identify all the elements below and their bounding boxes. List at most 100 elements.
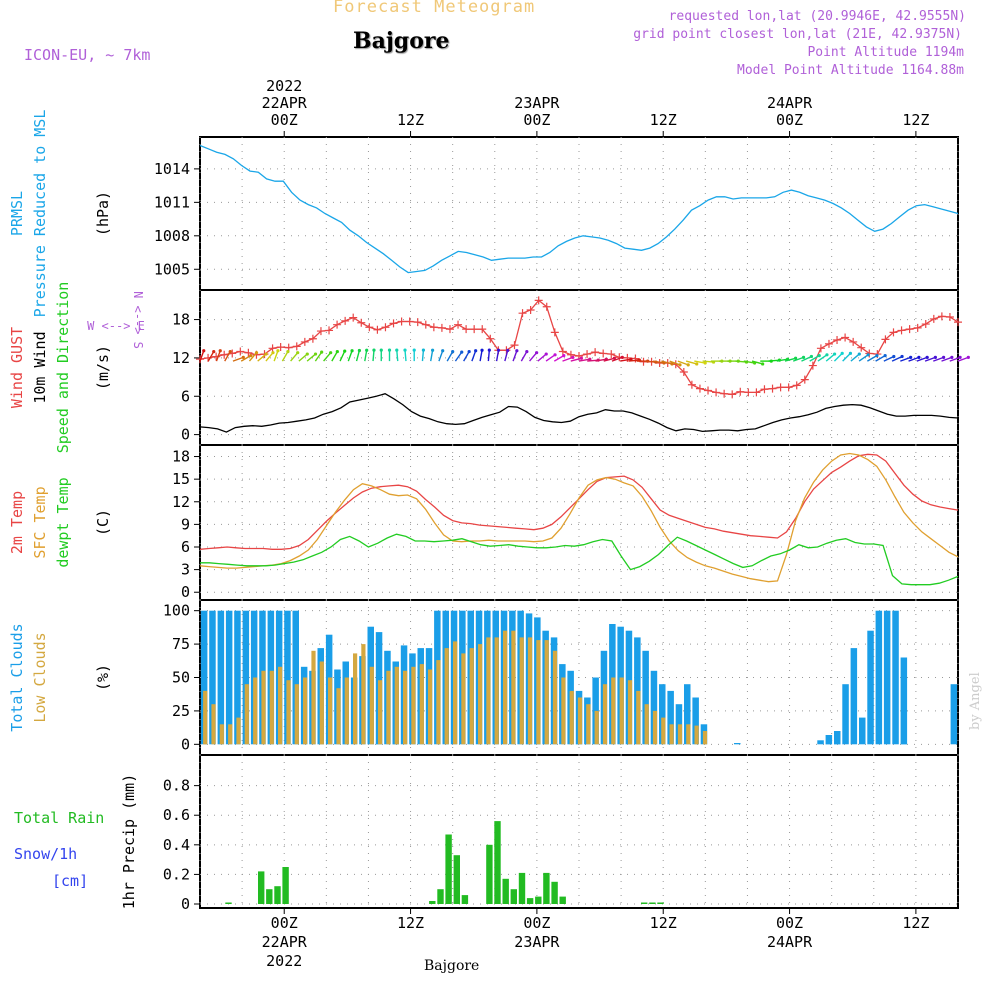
super-title: Forecast Meteogram <box>333 0 536 17</box>
bar-clouds-1 <box>311 650 316 745</box>
gust-marker <box>421 320 430 329</box>
wind-arrow-head <box>612 356 616 360</box>
wind-direction-arrow <box>273 350 279 362</box>
y-tick-label: 100 <box>163 602 190 620</box>
y-tick-label: 0 <box>181 583 190 601</box>
wind-arrow-head <box>421 348 426 352</box>
gust-marker <box>623 353 632 362</box>
wind-direction-arrow <box>396 350 399 362</box>
footer-location: Bajgore <box>424 958 480 974</box>
wind-arrow-head <box>387 348 392 352</box>
wind-arrow-head <box>343 349 347 353</box>
bar-precip-0 <box>429 901 436 904</box>
wind-direction-arrow <box>949 356 961 362</box>
wind-direction-arrow <box>495 350 500 362</box>
bar-clouds-1 <box>586 704 591 745</box>
wind-arrow-head <box>296 351 300 355</box>
wind-direction-arrow <box>512 350 518 362</box>
wind-arrow-head <box>892 354 896 359</box>
y-tick-label: 12 <box>172 349 190 367</box>
gust-marker <box>824 339 833 348</box>
wind-arrow-head <box>329 351 333 355</box>
wind-direction-arrow <box>199 350 205 362</box>
wind-arrow-head <box>900 354 904 359</box>
gust-marker <box>679 367 688 376</box>
top-time-label: 24APR <box>767 94 813 112</box>
panel-label-precip: Total Rain <box>14 809 104 827</box>
bar-clouds-0 <box>659 684 666 745</box>
series-line-temp-2 <box>200 533 959 586</box>
bar-clouds-0 <box>200 610 208 745</box>
bar-clouds-0 <box>234 610 241 745</box>
wind-arrow-head <box>966 355 970 359</box>
wind-arrow-head <box>202 349 206 353</box>
wind-direction-arrow <box>941 356 953 362</box>
bar-clouds-0 <box>883 610 891 745</box>
wind-direction-arrow <box>347 350 353 362</box>
bar-clouds-0 <box>867 630 874 745</box>
series-line-temp-1 <box>199 452 959 583</box>
y-tick-label: 1014 <box>154 160 190 178</box>
bottom-time-label: 12Z <box>650 914 677 932</box>
bottom-time-label: 2022 <box>266 952 302 970</box>
wind-arrow-head <box>761 362 765 366</box>
bar-clouds-1 <box>244 684 249 745</box>
gust-marker <box>631 354 640 363</box>
bar-clouds-1 <box>561 677 566 745</box>
gust-marker <box>913 323 922 332</box>
wind-direction-arrow <box>875 355 886 362</box>
wind-direction-arrow <box>446 351 454 362</box>
bar-clouds-0 <box>859 717 866 745</box>
wind-arrow-head <box>703 361 707 365</box>
gust-marker <box>792 381 801 390</box>
y-tick-label: 0.8 <box>163 777 190 795</box>
bar-clouds-1 <box>494 637 499 745</box>
wind-arrow-head <box>620 355 624 359</box>
wind-arrow-head <box>571 355 575 359</box>
wind-arrow-head <box>218 349 222 353</box>
bar-clouds-1 <box>319 661 324 745</box>
gust-marker <box>381 323 390 332</box>
y-tick-label: 1008 <box>154 227 190 245</box>
wind-arrow-head <box>357 348 361 353</box>
gust-marker <box>325 326 334 335</box>
bar-clouds-1 <box>369 666 374 745</box>
y-tick-label: 50 <box>172 669 190 687</box>
panel-unit-clouds: (%) <box>94 664 112 691</box>
bar-clouds-0 <box>675 704 683 745</box>
bar-precip-0 <box>641 902 648 904</box>
wind-arrow-head <box>933 355 937 359</box>
wind-direction-arrow <box>743 360 755 364</box>
gust-marker <box>445 325 454 334</box>
gust-marker <box>833 336 842 345</box>
gust-marker <box>736 387 745 396</box>
bottom-time-label: 00Z <box>776 914 803 932</box>
wind-arrow-head <box>496 348 501 352</box>
gust-marker <box>389 319 398 328</box>
wind-direction-arrow <box>537 353 547 362</box>
panel-unit-temp: (C) <box>94 509 112 536</box>
gust-marker <box>816 344 825 353</box>
wind-direction-arrow <box>685 360 697 365</box>
top-time-label: 23APR <box>514 94 560 112</box>
bar-clouds-1 <box>536 640 541 745</box>
bar-precip-0 <box>445 834 452 904</box>
bar-clouds-1 <box>286 680 291 745</box>
bar-clouds-1 <box>469 648 474 745</box>
gust-marker <box>784 383 793 392</box>
bar-clouds-1 <box>569 690 574 745</box>
bar-clouds-1 <box>394 666 399 745</box>
gust-marker <box>768 384 777 393</box>
bottom-time-label: 24APR <box>767 933 813 951</box>
panel-label-wind: Wind GUST <box>8 327 26 408</box>
top-time-label: 00Z <box>523 111 550 129</box>
bar-clouds-0 <box>875 610 883 745</box>
wind-direction-arrow <box>578 358 590 362</box>
gust-marker <box>268 344 277 353</box>
wind-direction-arrow <box>331 351 338 362</box>
y-tick-label: 18 <box>172 311 190 329</box>
wind-arrow-head <box>506 348 510 353</box>
model-label: ICON-EU, ~ 7km <box>24 46 151 64</box>
gust-marker <box>526 305 535 314</box>
